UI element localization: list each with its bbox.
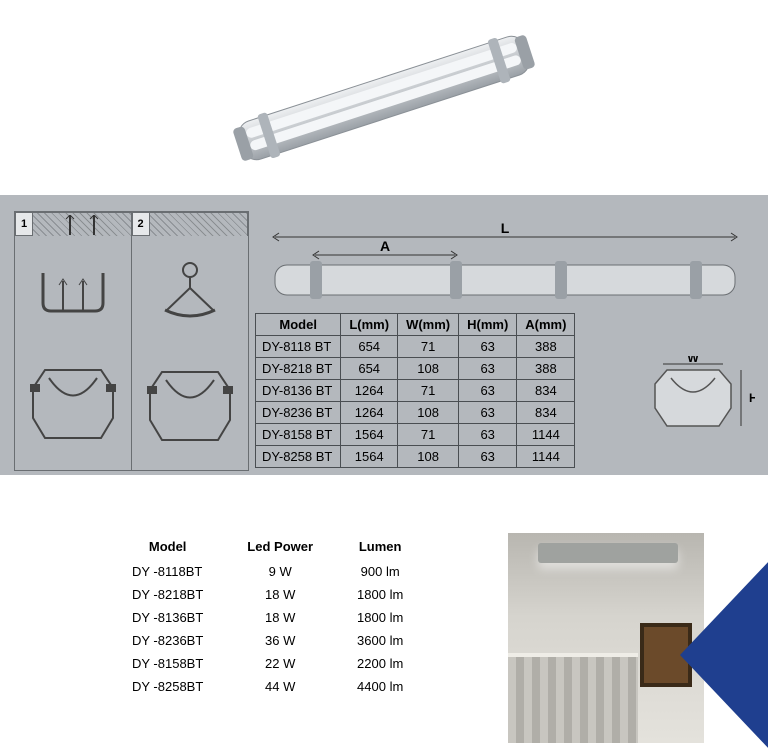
product-hero xyxy=(0,0,768,195)
table-header-row: Model Led Power Lumen xyxy=(110,535,425,560)
room-photo xyxy=(508,533,704,743)
table-row: DY-8236 BT126410863834 xyxy=(256,402,575,424)
dimension-table: Model L(mm) W(mm) H(mm) A(mm) DY-8118 BT… xyxy=(255,313,575,468)
col-model: Model xyxy=(110,535,225,560)
svg-text:W: W xyxy=(687,356,699,365)
screw-icon xyxy=(65,215,75,235)
dimension-block: L A Model L(mm) W(mm) H(mm) A(mm) DY-811… xyxy=(255,211,755,471)
table-row: DY -8218BT18 W1800 lm xyxy=(110,583,425,606)
power-table: Model Led Power Lumen DY -8118BT9 W900 l… xyxy=(110,535,425,698)
table-row: DY-8258 BT1564108631144 xyxy=(256,446,575,468)
mount-step-2: 2 xyxy=(132,212,150,236)
table-row: DY -8118BT9 W900 lm xyxy=(110,560,425,583)
table-row: DY -8158BT22 W2200 lm xyxy=(110,652,425,675)
table-row: DY-8136 BT12647163834 xyxy=(256,380,575,402)
product-illustration xyxy=(204,23,564,173)
col-model: Model xyxy=(256,314,341,336)
dim-label-L: L xyxy=(501,220,510,236)
hanger-icon xyxy=(155,260,225,320)
table-row: DY-8218 BT65410863388 xyxy=(256,358,575,380)
mount-step-1: 1 xyxy=(15,212,33,236)
col-l: L(mm) xyxy=(341,314,398,336)
dim-label-A: A xyxy=(380,238,390,254)
decorative-triangle xyxy=(680,560,768,750)
col-w: W(mm) xyxy=(398,314,459,336)
bracket-icon xyxy=(33,263,113,313)
top-view-diagram: L A xyxy=(255,211,745,311)
mounting-diagram: 1 2 xyxy=(14,211,249,471)
fixture-section-icon xyxy=(142,360,238,450)
col-lumen: Lumen xyxy=(335,535,425,560)
table-row: DY -8136BT18 W1800 lm xyxy=(110,606,425,629)
spec-panel: 1 2 xyxy=(0,195,768,475)
col-a: A(mm) xyxy=(517,314,575,336)
table-row: DY -8236BT36 W3600 lm xyxy=(110,629,425,652)
fixture-section-icon xyxy=(25,358,121,448)
screw-icon xyxy=(89,215,99,235)
table-row: DY -8258BT44 W4400 lm xyxy=(110,675,425,698)
table-header-row: Model L(mm) W(mm) H(mm) A(mm) xyxy=(256,314,575,336)
table-row: DY-8118 BT6547163388 xyxy=(256,336,575,358)
table-row: DY-8158 BT156471631144 xyxy=(256,424,575,446)
col-power: Led Power xyxy=(225,535,335,560)
svg-text:H: H xyxy=(749,391,755,405)
side-view-diagram: W H xyxy=(645,356,755,436)
col-h: H(mm) xyxy=(459,314,517,336)
